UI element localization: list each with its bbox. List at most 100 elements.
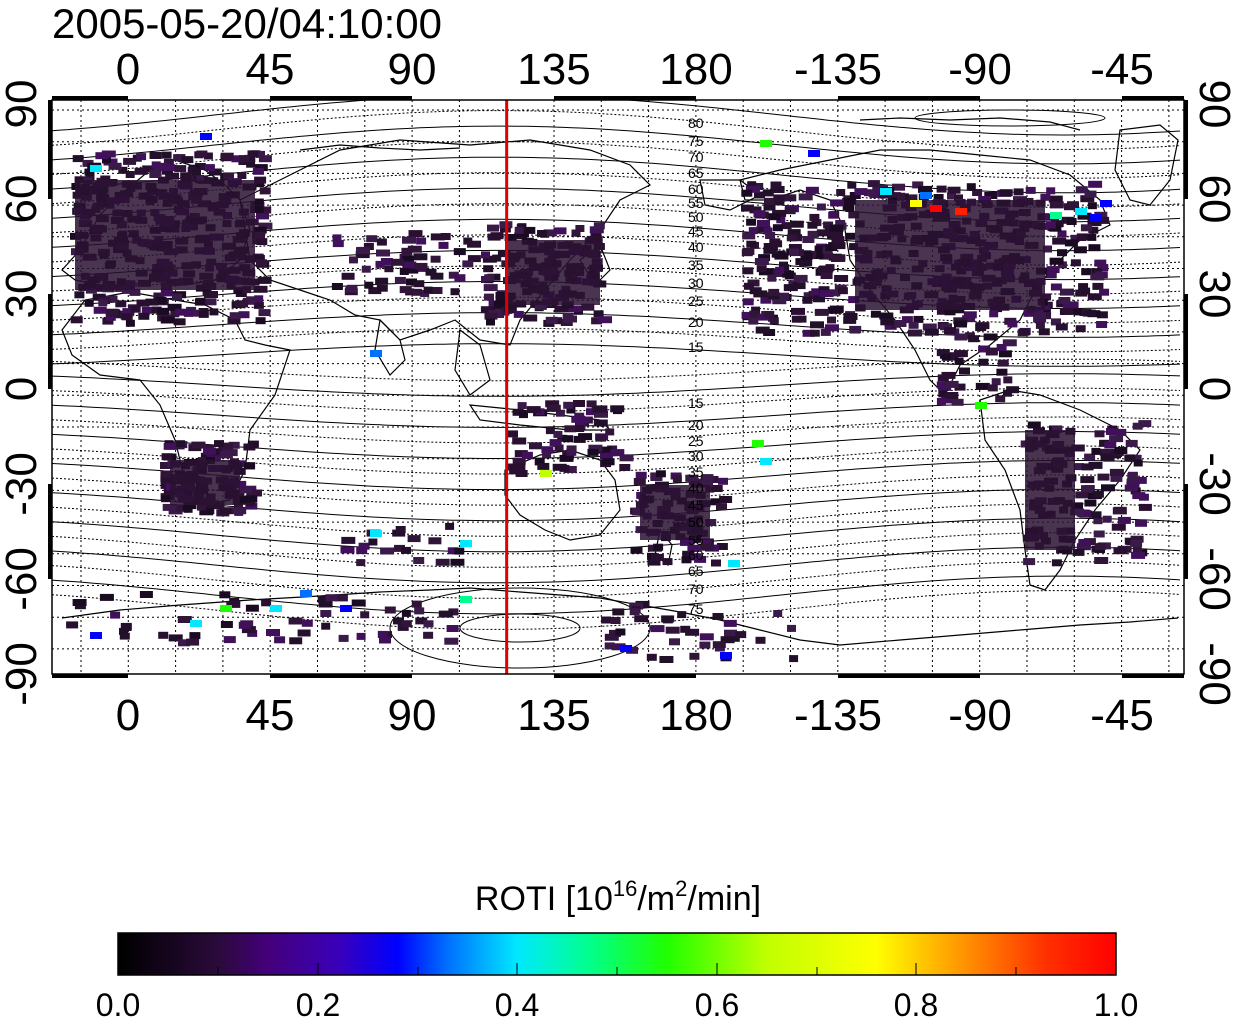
- roti-pixel: [252, 226, 267, 234]
- roti-pixel: [626, 646, 639, 654]
- roti-pixel: [610, 405, 625, 413]
- roti-pixel: [672, 475, 682, 483]
- roti-pixel-cluster: [75, 180, 255, 290]
- roti-pixel: [160, 289, 173, 297]
- right-lat-label: 90: [1190, 80, 1239, 129]
- roti-pixel: [1094, 543, 1106, 551]
- roti-pixel: [575, 225, 585, 232]
- roti-pixel: [633, 478, 646, 485]
- roti-pixel: [953, 350, 968, 358]
- roti-pixel: [854, 188, 868, 196]
- roti-pixel: [978, 358, 989, 366]
- roti-pixel: [753, 290, 768, 298]
- roti-pixel: [440, 233, 451, 240]
- roti-pixel: [718, 477, 728, 485]
- roti-pixel: [1081, 287, 1091, 295]
- roti-pixel: [936, 398, 946, 405]
- roti-pixel: [830, 306, 844, 314]
- roti-pixel: [809, 329, 820, 337]
- border-bar-horizontal: [554, 674, 696, 678]
- roti-pixel: [767, 274, 777, 282]
- roti-pixel: [769, 317, 779, 325]
- roti-pixel: [232, 507, 247, 515]
- roti-pixel: [208, 168, 222, 176]
- roti-pixel: [681, 556, 692, 564]
- roti-pixel: [563, 466, 577, 473]
- roti-pixel: [394, 544, 405, 552]
- roti-pixel: [252, 231, 265, 239]
- roti-pixel: [1057, 261, 1067, 269]
- roti-pixel: [972, 189, 983, 196]
- roti-pixel: [816, 203, 826, 211]
- roti-pixel: [406, 278, 417, 286]
- colorbar-title-square: 2: [675, 876, 687, 901]
- roti-pixel: [183, 505, 193, 513]
- top-lon-label: 0: [116, 45, 140, 94]
- roti-pixel: [870, 310, 881, 318]
- roti-pixel-high: [90, 165, 102, 172]
- roti-pixel: [619, 454, 634, 462]
- roti-pixel: [630, 546, 643, 554]
- roti-pixel: [710, 498, 722, 506]
- roti-pixel: [912, 181, 924, 189]
- contour-label: 15: [688, 395, 704, 411]
- roti-pixel: [774, 252, 789, 260]
- roti-pixel: [807, 230, 818, 238]
- roti-pixel: [376, 238, 387, 246]
- roti-pixel: [563, 435, 574, 443]
- roti-pixel: [332, 240, 344, 248]
- roti-pixel: [751, 306, 761, 314]
- roti-pixel: [423, 631, 434, 639]
- roti-pixel: [173, 154, 183, 162]
- roti-pixel-high: [220, 605, 232, 612]
- roti-pixel: [879, 191, 892, 199]
- right-lat-label: 0: [1190, 377, 1239, 401]
- roti-pixel: [509, 467, 520, 475]
- roti-pixel: [1071, 444, 1085, 452]
- contour-label: 30: [688, 275, 704, 291]
- roti-pixel: [1133, 459, 1143, 467]
- roti-pixel: [435, 558, 450, 566]
- roti-pixel: [757, 219, 770, 227]
- roti-pixel: [186, 638, 200, 646]
- roti-pixel: [1075, 186, 1088, 194]
- roti-pixel: [429, 287, 443, 294]
- roti-pixel: [244, 154, 256, 162]
- roti-pixel: [256, 238, 268, 246]
- roti-pixel: [192, 309, 202, 317]
- roti-pixel: [978, 345, 991, 353]
- roti-pixel: [607, 445, 618, 453]
- roti-pixel: [160, 475, 171, 483]
- roti-pixel: [134, 167, 148, 175]
- roti-pixel: [596, 434, 607, 442]
- roti-pixel: [650, 625, 665, 633]
- colorbar-title-mid: /m: [637, 880, 675, 918]
- roti-pixel: [141, 306, 155, 314]
- roti-pixel: [1081, 268, 1092, 276]
- roti-pixel: [818, 286, 830, 294]
- roti-pixel: [590, 232, 602, 240]
- roti-pixel: [542, 450, 552, 458]
- roti-pixel: [944, 380, 959, 388]
- roti-pixel: [892, 192, 906, 200]
- roti-pixel: [571, 229, 581, 237]
- roti-pixel: [1062, 301, 1073, 309]
- roti-pixel: [138, 312, 150, 320]
- roti-pixel: [1130, 535, 1144, 543]
- roti-pixel: [450, 558, 465, 566]
- roti-pixel: [219, 591, 231, 599]
- roti-pixel: [1109, 468, 1124, 476]
- roti-pixel: [941, 371, 956, 379]
- roti-pixel: [1013, 188, 1024, 196]
- roti-pixel: [793, 274, 808, 282]
- roti-pixel: [384, 606, 396, 614]
- roti-pixel-high: [808, 150, 820, 157]
- roti-pixel: [438, 610, 453, 618]
- roti-pixel: [741, 311, 753, 319]
- roti-pixel: [202, 288, 212, 296]
- roti-pixel: [677, 611, 687, 619]
- roti-pixel: [867, 180, 880, 188]
- contour-label: 35: [688, 464, 704, 480]
- roti-pixel: [908, 329, 922, 337]
- roti-pixel: [1057, 230, 1067, 238]
